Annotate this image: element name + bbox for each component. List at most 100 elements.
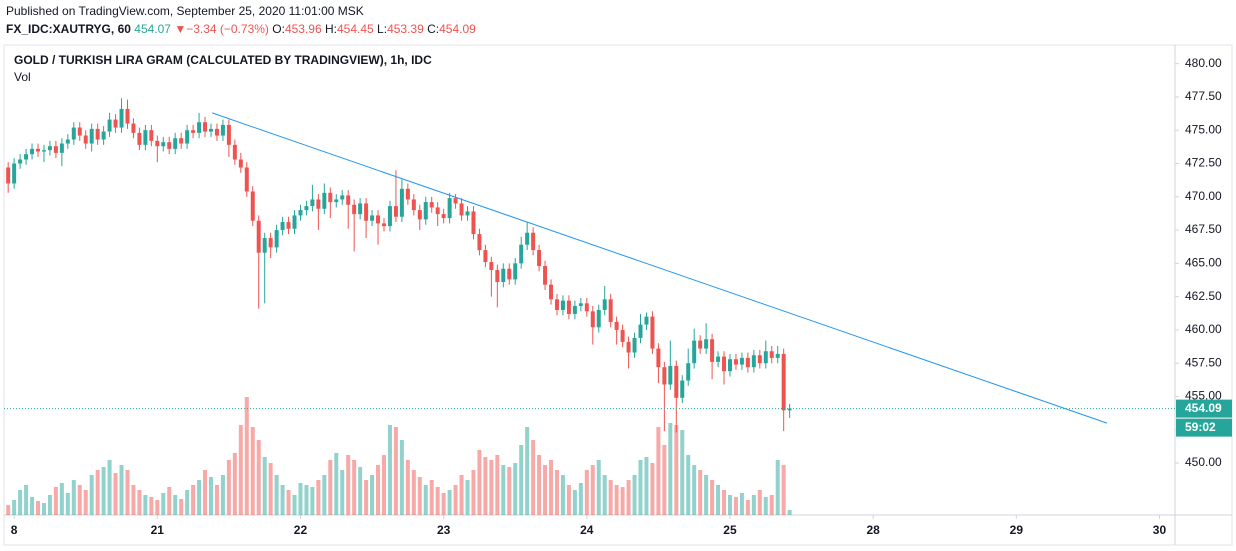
volume-bar <box>65 493 70 515</box>
y-tick-label: 455.00 <box>1185 389 1222 403</box>
volume-label: Vol <box>14 70 31 84</box>
volume-bar <box>739 493 744 515</box>
candle-body <box>119 108 124 128</box>
candle-body <box>578 303 583 306</box>
trendline <box>212 112 1108 424</box>
candle-body <box>179 138 184 144</box>
candle-body <box>710 339 715 362</box>
candle-body <box>441 214 446 219</box>
y-tick-label: 472.50 <box>1185 156 1222 170</box>
high: 454.45 <box>337 22 374 36</box>
volume-bar <box>578 483 583 515</box>
candle-body <box>125 108 130 124</box>
candle-body <box>638 324 643 338</box>
volume-bar <box>608 480 613 515</box>
volume-bar <box>125 470 130 515</box>
candle-body <box>24 154 29 160</box>
candle-body <box>256 220 261 253</box>
volume-bar <box>36 501 41 515</box>
candle-body <box>370 215 375 221</box>
low: 453.39 <box>387 22 424 36</box>
candle-body <box>280 222 285 231</box>
candle-body <box>316 199 321 209</box>
candle-body <box>614 321 619 330</box>
volume-bar <box>334 453 339 515</box>
candle-body <box>656 348 661 368</box>
volume-bar <box>662 445 667 515</box>
volume-bar <box>781 465 786 515</box>
candle-body <box>560 300 565 310</box>
y-tick-label: 477.50 <box>1185 89 1222 103</box>
candle-body <box>775 353 780 358</box>
volume-bar <box>525 427 530 515</box>
volume-bar <box>668 423 673 515</box>
volume-bar <box>131 485 136 515</box>
volume-bar <box>554 470 559 515</box>
candle-body <box>572 305 577 314</box>
candle-body <box>459 203 464 216</box>
volume-bar <box>370 475 375 515</box>
volume-bar <box>710 480 715 515</box>
candle-body <box>238 159 243 168</box>
x-tick-label: 8 <box>11 523 18 537</box>
candle-body <box>161 142 166 147</box>
volume-bar <box>352 460 357 515</box>
candle-body <box>727 359 732 372</box>
candle-body <box>203 122 208 132</box>
x-tick-label: 25 <box>723 523 737 537</box>
candle-body <box>465 211 470 216</box>
y-tick-label: 457.50 <box>1185 355 1222 369</box>
volume-bar <box>340 470 345 515</box>
candle-body <box>12 163 17 184</box>
candle-body <box>769 351 774 358</box>
candle-body <box>143 130 148 145</box>
candle-body <box>292 215 297 229</box>
volume-bar <box>441 493 446 515</box>
volume-bar <box>101 467 106 515</box>
candle-body <box>6 167 11 184</box>
volume-bar <box>722 490 727 515</box>
candle-body <box>549 284 554 300</box>
volume-bar <box>531 440 536 515</box>
candle-body <box>507 268 512 280</box>
volume-bar <box>650 463 655 515</box>
volume-bar <box>483 457 488 515</box>
volume-bar <box>549 460 554 515</box>
candle-body <box>83 135 88 144</box>
volume-bar <box>89 475 94 515</box>
candle-body <box>596 309 601 328</box>
volume-bar <box>77 485 82 515</box>
candle-body <box>716 356 721 362</box>
candle-body <box>698 340 703 349</box>
open: 453.96 <box>284 22 322 36</box>
volume-bar <box>519 445 524 515</box>
y-tick-label: 480.00 <box>1185 56 1222 70</box>
volume-bar <box>465 480 470 515</box>
volume-bar <box>214 485 219 515</box>
candle-body <box>18 159 23 164</box>
candle-body <box>346 195 351 205</box>
change: −3.34 (−0.73%) <box>186 22 269 36</box>
candle-body <box>650 316 655 349</box>
candle-body <box>53 146 58 153</box>
volume-bar <box>560 475 565 515</box>
candle-body <box>89 128 94 144</box>
volume-bar <box>226 460 231 515</box>
volume-bar <box>107 460 112 515</box>
x-tick-label: 29 <box>1010 523 1024 537</box>
candle-body <box>411 199 416 211</box>
candle-body <box>745 357 750 368</box>
candle-body <box>393 206 398 217</box>
volume-bar <box>310 487 315 515</box>
volume-bar <box>47 495 52 515</box>
volume-bar <box>698 470 703 515</box>
candle-body <box>554 299 559 310</box>
candle-body <box>644 316 649 325</box>
volume-bar <box>787 510 792 515</box>
candle-body <box>107 119 112 132</box>
volume-bar <box>364 480 369 515</box>
x-tick-label: 28 <box>866 523 880 537</box>
volume-bar <box>304 485 309 515</box>
